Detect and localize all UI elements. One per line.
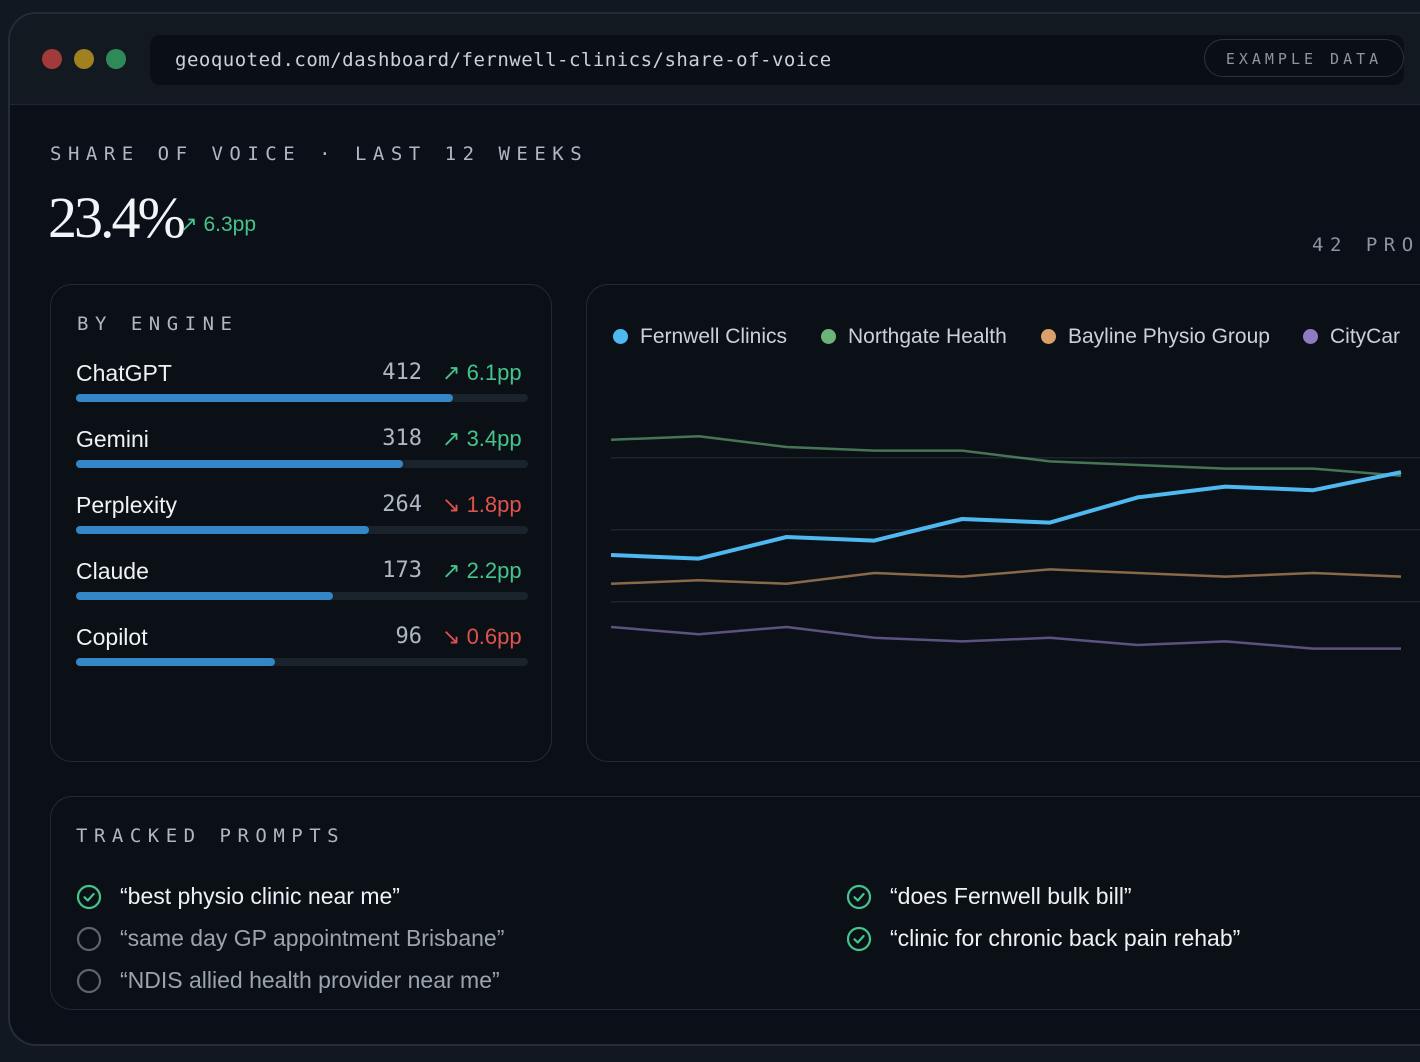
legend-item[interactable]: CityCar	[1303, 325, 1400, 349]
arrow-up-right-icon: ↗	[442, 360, 461, 385]
engine-delta: ↗ 3.4pp	[442, 426, 522, 452]
legend-label: CityCar	[1330, 325, 1401, 348]
engine-row-copilot[interactable]: Copilot 96 ↘ 0.6pp	[76, 624, 528, 684]
address-bar[interactable]: geoquoted.com/dashboard/fernwell-clinics…	[150, 35, 1404, 85]
engine-delta: ↘ 1.8pp	[442, 492, 522, 518]
prompts-card: TRACKED PROMPTS “best physio clinic near…	[50, 796, 1420, 1010]
check-circle-icon	[846, 926, 872, 951]
empty-circle-icon	[76, 968, 102, 993]
series-line-northgate-health	[610, 434, 1402, 478]
engine-delta-value: 2.2pp	[466, 558, 522, 583]
prompt-item[interactable]: “NDIS allied health provider near me”	[76, 967, 500, 994]
legend-item[interactable]: Fernwell Clinics	[613, 325, 787, 349]
engine-name: Gemini	[76, 426, 149, 452]
browser-titlebar: geoquoted.com/dashboard/fernwell-clinics…	[10, 14, 1420, 105]
engine-value: 264	[382, 492, 422, 517]
engine-bar-fill	[76, 592, 334, 600]
engine-name: ChatGPT	[76, 360, 172, 386]
legend-swatch	[1041, 329, 1056, 344]
engine-bar-track	[76, 460, 528, 468]
engine-row-perplexity[interactable]: Perplexity 264 ↘ 1.8pp	[76, 492, 528, 552]
example-data-badge: EXAMPLE DATA	[1204, 39, 1404, 77]
series-line-fernwell-clinics	[610, 470, 1402, 561]
prompt-text: “same day GP appointment Brisbane”	[120, 925, 505, 951]
engine-card: BY ENGINE ChatGPT 412 ↗ 6.1pp Gemini 318 ↗ 3.…	[50, 284, 552, 762]
arrow-down-right-icon: ↘	[442, 624, 461, 649]
engine-row-gemini[interactable]: Gemini 318 ↗ 3.4pp	[76, 426, 528, 486]
legend-label: Northgate Health	[848, 325, 1007, 348]
share-of-voice-value: 23.4%	[48, 185, 186, 250]
engine-row-claude[interactable]: Claude 173 ↗ 2.2pp	[76, 558, 528, 618]
engine-name: Copilot	[76, 624, 148, 650]
engine-row-chatgpt[interactable]: ChatGPT 412 ↗ 6.1pp	[76, 360, 528, 420]
legend-swatch	[1303, 329, 1318, 344]
engine-name: Perplexity	[76, 492, 177, 518]
maximize-window-button[interactable]	[106, 49, 126, 69]
share-of-voice-delta: ↗ 6.3pp	[180, 212, 256, 237]
arrow-down-right-icon: ↘	[442, 492, 461, 517]
engine-value: 96	[395, 624, 423, 649]
engine-delta-value: 6.1pp	[466, 360, 522, 385]
prompt-text: “best physio clinic near me”	[120, 883, 400, 909]
engine-bar-fill	[76, 658, 275, 666]
engine-delta: ↗ 2.2pp	[442, 558, 522, 584]
arrow-up-right-icon: ↗	[442, 426, 461, 451]
engine-delta: ↘ 0.6pp	[442, 624, 522, 650]
engine-bar-fill	[76, 526, 369, 534]
engine-value: 412	[382, 360, 422, 385]
prompt-text: “does Fernwell bulk bill”	[890, 883, 1132, 909]
arrow-up-right-icon: ↗	[442, 558, 461, 583]
share-of-voice-heading: SHARE OF VOICE · LAST 12 WEEKS	[50, 143, 589, 165]
prompt-item[interactable]: “same day GP appointment Brisbane”	[76, 925, 504, 952]
engine-card-title: BY ENGINE	[77, 313, 239, 335]
check-circle-icon	[846, 884, 872, 909]
engine-bar-track	[76, 394, 528, 402]
engine-delta-value: 0.6pp	[466, 624, 522, 649]
minimize-window-button[interactable]	[74, 49, 94, 69]
engine-value: 173	[382, 558, 422, 583]
engine-value: 318	[382, 426, 422, 451]
chart-card: Fernwell Clinics Northgate Health Bayline …	[586, 284, 1420, 762]
arrow-up-right-icon: ↗	[180, 213, 198, 236]
prompt-text: “NDIS allied health provider near me”	[120, 967, 500, 993]
engine-bar-fill	[76, 394, 453, 402]
engine-delta-value: 3.4pp	[466, 426, 522, 451]
legend-swatch	[821, 329, 836, 344]
engine-delta: ↗ 6.1pp	[442, 360, 522, 386]
prompt-item[interactable]: “does Fernwell bulk bill”	[846, 883, 1132, 910]
engine-bar-track	[76, 592, 528, 600]
prompt-item[interactable]: “best physio clinic near me”	[76, 883, 400, 910]
engine-bar-track	[76, 526, 528, 534]
legend-label: Fernwell Clinics	[640, 325, 788, 348]
empty-circle-icon	[76, 926, 102, 951]
engine-name: Claude	[76, 558, 149, 584]
delta-value: 6.3pp	[203, 213, 257, 236]
series-line-bayline-physio-group	[610, 568, 1402, 586]
legend-item[interactable]: Northgate Health	[821, 325, 1007, 349]
prompts-card-title: TRACKED PROMPTS	[76, 825, 346, 847]
prompt-item[interactable]: “clinic for chronic back pain rehab”	[846, 925, 1240, 952]
engine-bar-fill	[76, 460, 404, 468]
check-circle-icon	[76, 884, 102, 909]
close-window-button[interactable]	[42, 49, 62, 69]
legend-item[interactable]: Bayline Physio Group	[1041, 325, 1270, 349]
url-text[interactable]: geoquoted.com/dashboard/fernwell-clinics…	[175, 49, 832, 71]
series-line-citycar	[610, 625, 1401, 650]
prompts-count-label: 42 PRO	[1312, 234, 1420, 256]
engine-bar-track	[76, 658, 528, 666]
legend-swatch	[613, 329, 628, 344]
share-of-voice-line-chart	[610, 434, 1420, 650]
engine-delta-value: 1.8pp	[466, 492, 522, 517]
legend-label: Bayline Physio Group	[1068, 325, 1270, 348]
prompt-text: “clinic for chronic back pain rehab”	[890, 925, 1241, 951]
